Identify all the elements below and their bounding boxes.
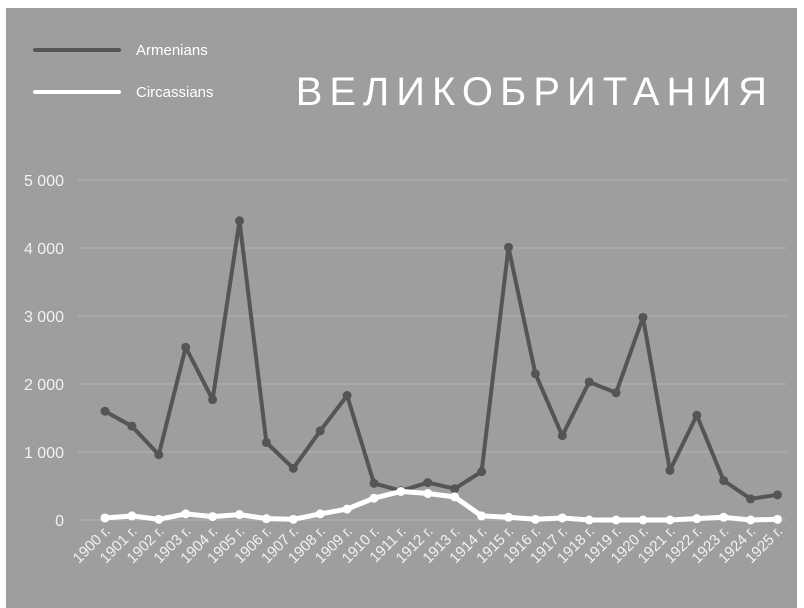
y-tick-label: 3 000 <box>24 309 64 326</box>
data-point-circassians <box>423 488 433 498</box>
data-point-armenians <box>127 421 137 431</box>
legend-label-armenians: Armenians <box>136 42 208 59</box>
data-point-armenians <box>208 395 218 405</box>
data-point-armenians <box>611 388 621 398</box>
data-point-circassians <box>665 515 675 525</box>
chart-panel: 0 1 000 2 000 3 000 4 000 5 000 1900 г. 1901 г… <box>6 8 797 608</box>
data-point-circassians <box>746 515 756 525</box>
data-point-circassians <box>611 515 621 525</box>
data-point-circassians <box>719 512 729 522</box>
line-chart: 0 1 000 2 000 3 000 4 000 5 000 1900 г.1901 г… <box>24 42 787 567</box>
data-point-armenians <box>719 476 729 486</box>
data-point-armenians <box>154 450 164 460</box>
data-point-armenians <box>315 426 325 436</box>
data-point-armenians <box>288 463 298 473</box>
x-axis-ticks: 1900 г.1901 г.1902 г.1903 г.1904 г.1905 … <box>70 523 787 567</box>
data-point-circassians <box>315 509 325 519</box>
y-tick-label: 1 000 <box>24 445 64 462</box>
chart-title: ВЕЛИКОБРИТАНИЯ <box>296 70 774 114</box>
data-point-circassians <box>584 515 594 525</box>
data-point-armenians <box>638 312 648 322</box>
data-point-armenians <box>530 369 540 379</box>
legend-label-circassians: Circassians <box>136 84 214 101</box>
series-line-circassians <box>102 488 780 523</box>
data-point-circassians <box>342 504 352 514</box>
y-tick-label: 0 <box>55 513 64 530</box>
data-point-armenians <box>584 377 594 387</box>
data-point-circassians <box>396 486 406 496</box>
data-point-circassians <box>154 514 164 524</box>
data-point-armenians <box>261 437 271 447</box>
y-axis-ticks: 0 1 000 2 000 3 000 4 000 5 000 <box>24 173 64 530</box>
data-point-circassians <box>288 514 298 524</box>
data-point-circassians <box>638 515 648 525</box>
series-circassians <box>100 486 782 525</box>
y-tick-label: 5 000 <box>24 173 64 190</box>
data-point-circassians <box>127 511 137 521</box>
data-point-armenians <box>450 484 460 494</box>
data-point-armenians <box>504 242 513 252</box>
series-armenians <box>100 216 782 504</box>
data-point-circassians <box>181 509 191 519</box>
data-point-armenians <box>342 391 352 401</box>
y-tick-label: 2 000 <box>24 377 64 394</box>
data-point-armenians <box>665 465 675 475</box>
data-point-armenians <box>369 478 379 488</box>
data-point-armenians <box>235 216 244 226</box>
data-point-circassians <box>773 514 782 524</box>
series-layer <box>100 216 782 525</box>
data-point-circassians <box>692 514 702 524</box>
data-point-circassians <box>530 514 540 524</box>
data-point-circassians <box>100 513 110 523</box>
data-point-armenians <box>557 431 567 441</box>
data-point-circassians <box>235 510 244 520</box>
data-point-circassians <box>477 511 487 521</box>
data-point-circassians <box>369 493 379 503</box>
data-point-armenians <box>181 342 191 352</box>
y-tick-label: 4 000 <box>24 241 64 258</box>
data-point-armenians <box>773 490 782 500</box>
data-point-armenians <box>746 494 756 504</box>
data-point-circassians <box>504 512 513 522</box>
data-point-armenians <box>423 478 433 488</box>
legend: Armenians Circassians <box>33 42 214 101</box>
data-point-circassians <box>261 514 271 524</box>
data-point-circassians <box>208 512 218 522</box>
data-point-armenians <box>692 410 702 420</box>
data-point-armenians <box>477 467 487 477</box>
series-line-armenians <box>103 218 780 501</box>
data-point-circassians <box>450 492 460 502</box>
data-point-circassians <box>557 513 567 523</box>
data-point-armenians <box>100 406 110 416</box>
